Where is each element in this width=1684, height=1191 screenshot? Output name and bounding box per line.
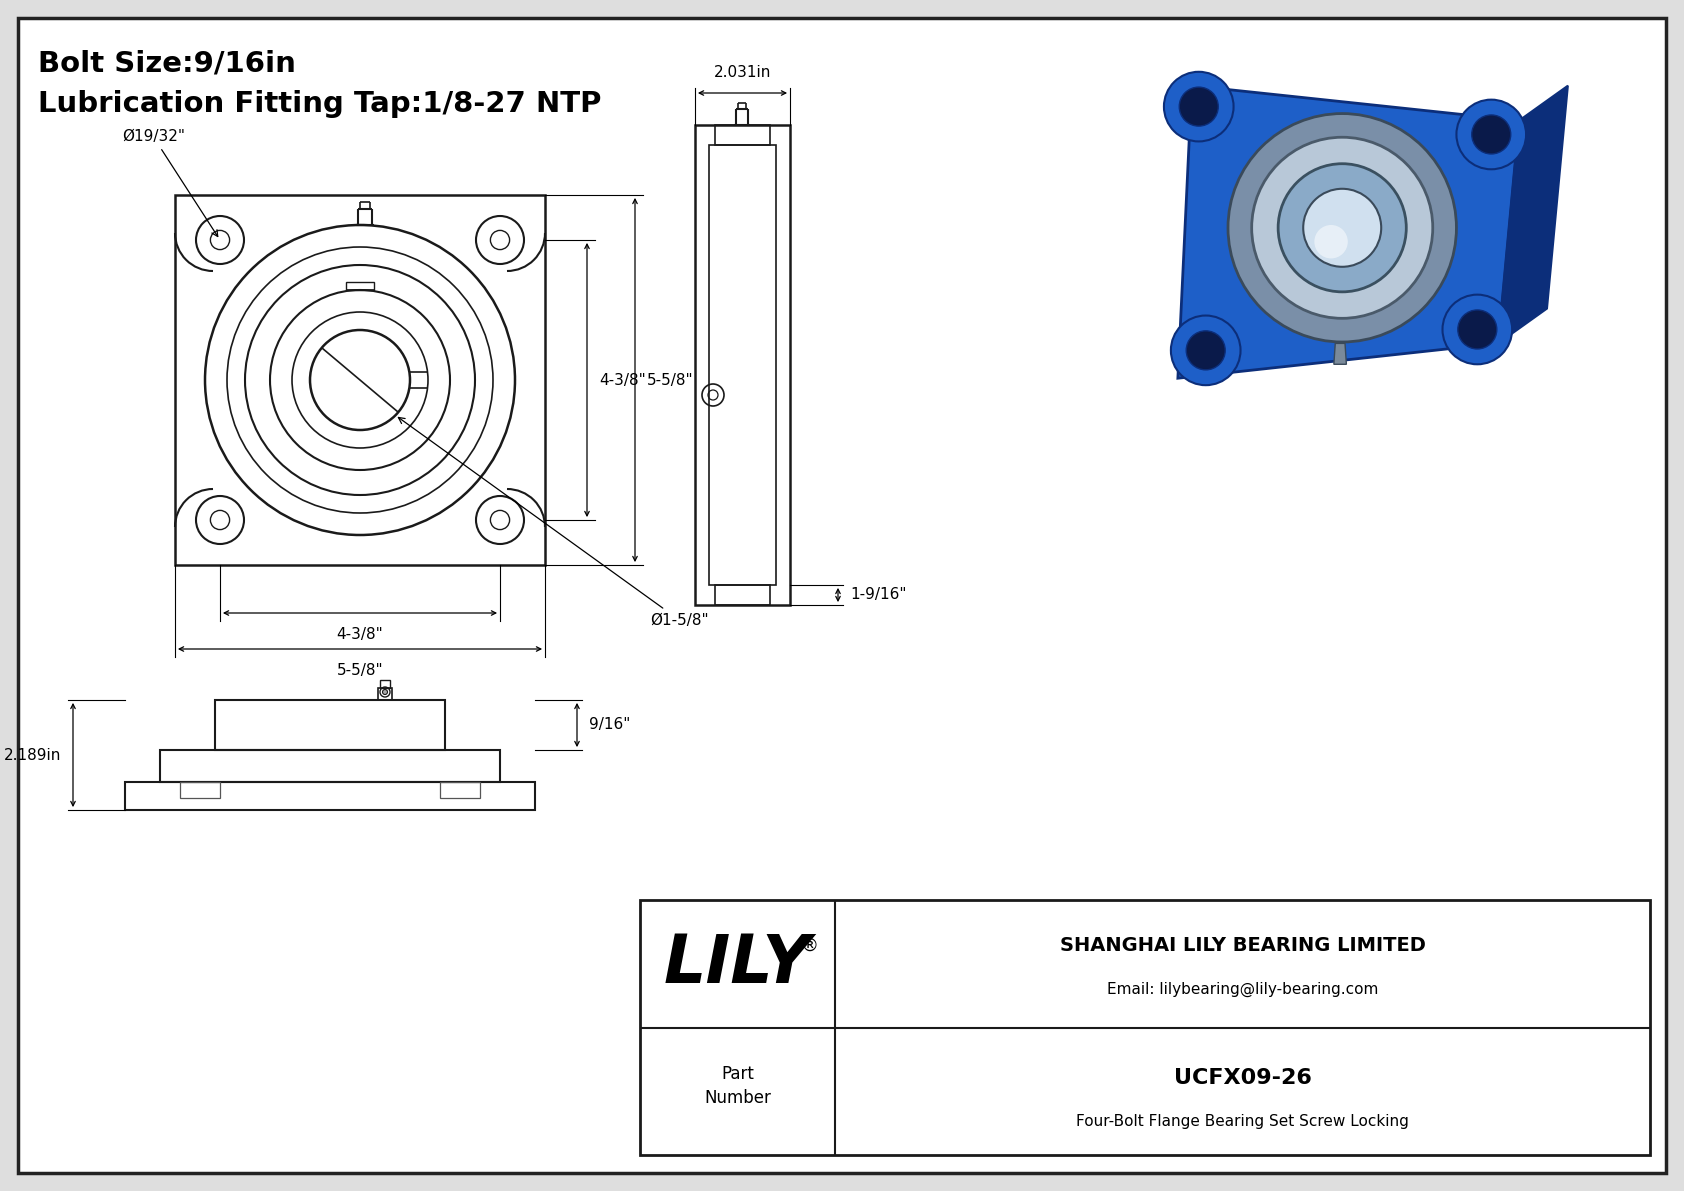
Bar <box>716 585 770 605</box>
Text: SHANGHAI LILY BEARING LIMITED: SHANGHAI LILY BEARING LIMITED <box>1059 936 1425 955</box>
Polygon shape <box>1519 242 1548 274</box>
Text: 1-9/16": 1-9/16" <box>850 587 906 603</box>
Text: 2.189in: 2.189in <box>3 748 61 762</box>
Bar <box>381 680 391 688</box>
Bar <box>345 282 374 289</box>
Text: 5-5/8": 5-5/8" <box>647 373 694 387</box>
Bar <box>125 782 536 810</box>
Text: 2.031in: 2.031in <box>714 66 771 80</box>
Circle shape <box>1457 100 1526 169</box>
Bar <box>180 782 221 798</box>
Text: Ø1-5/8": Ø1-5/8" <box>399 417 709 628</box>
Polygon shape <box>1177 86 1519 379</box>
Circle shape <box>1303 189 1381 267</box>
Circle shape <box>382 690 387 694</box>
Circle shape <box>1228 113 1457 342</box>
Text: LILY: LILY <box>663 930 812 997</box>
Text: Lubrication Fitting Tap:1/8-27 NTP: Lubrication Fitting Tap:1/8-27 NTP <box>39 91 601 118</box>
Text: 4-3/8": 4-3/8" <box>337 626 384 642</box>
Circle shape <box>1472 116 1511 154</box>
Text: 9/16": 9/16" <box>589 717 630 732</box>
Circle shape <box>1443 294 1512 364</box>
Bar <box>377 688 392 700</box>
Circle shape <box>1314 225 1347 258</box>
Text: 4-3/8": 4-3/8" <box>600 373 645 387</box>
Circle shape <box>1251 137 1433 318</box>
Bar <box>716 125 770 145</box>
Circle shape <box>1278 163 1406 292</box>
Bar <box>216 700 445 750</box>
Polygon shape <box>1334 343 1347 364</box>
Bar <box>175 195 546 565</box>
Text: UCFX09-26: UCFX09-26 <box>1174 1068 1312 1089</box>
Text: 5-5/8": 5-5/8" <box>337 663 384 678</box>
Text: Part
Number: Part Number <box>704 1066 771 1106</box>
Circle shape <box>1164 71 1234 142</box>
Bar <box>709 145 776 585</box>
Circle shape <box>1179 87 1218 126</box>
Circle shape <box>1170 316 1241 385</box>
Text: Email: lilybearing@lily-bearing.com: Email: lilybearing@lily-bearing.com <box>1106 981 1378 997</box>
Bar <box>440 782 480 798</box>
Circle shape <box>1186 331 1226 370</box>
Text: Four-Bolt Flange Bearing Set Screw Locking: Four-Bolt Flange Bearing Set Screw Locki… <box>1076 1115 1410 1129</box>
Bar <box>160 750 500 782</box>
Text: Ø19/32": Ø19/32" <box>121 130 217 237</box>
Text: ®: ® <box>800 937 818 955</box>
Polygon shape <box>1499 86 1568 343</box>
Bar <box>640 900 1650 1155</box>
Bar <box>695 125 790 605</box>
Text: Bolt Size:9/16in: Bolt Size:9/16in <box>39 50 296 77</box>
Circle shape <box>1458 310 1497 349</box>
